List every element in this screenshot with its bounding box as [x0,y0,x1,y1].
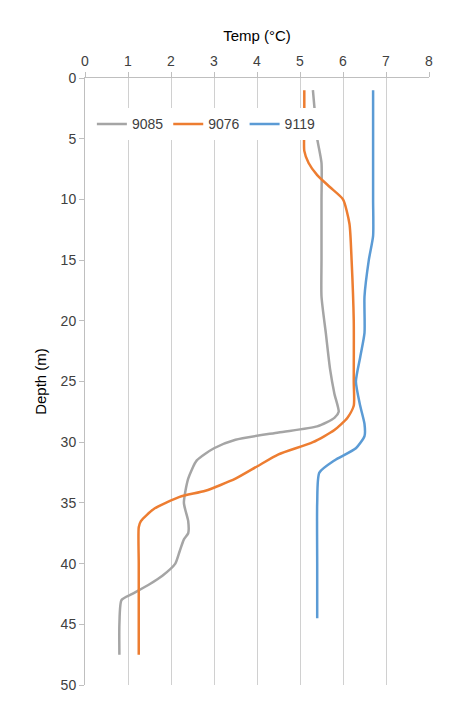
svg-text:30: 30 [61,434,77,450]
svg-text:3: 3 [210,53,218,69]
svg-text:50: 50 [61,677,77,693]
svg-text:0: 0 [81,53,89,69]
svg-text:5: 5 [68,131,76,147]
svg-text:9085: 9085 [132,116,163,132]
svg-text:Temp (°C): Temp (°C) [223,27,291,44]
svg-text:10: 10 [61,191,77,207]
svg-text:7: 7 [382,53,390,69]
svg-text:40: 40 [61,556,77,572]
svg-text:0: 0 [68,70,76,86]
svg-text:15: 15 [61,252,77,268]
svg-text:9076: 9076 [208,116,239,132]
svg-text:5: 5 [296,53,304,69]
svg-text:45: 45 [61,616,77,632]
svg-text:25: 25 [61,373,77,389]
svg-text:2: 2 [167,53,175,69]
svg-text:6: 6 [339,53,347,69]
svg-text:4: 4 [253,53,261,69]
svg-text:35: 35 [61,495,77,511]
svg-text:9119: 9119 [285,116,315,132]
svg-text:8: 8 [425,53,433,69]
svg-text:1: 1 [124,53,132,69]
svg-text:20: 20 [61,313,77,329]
svg-text:Depth (m): Depth (m) [32,348,49,415]
